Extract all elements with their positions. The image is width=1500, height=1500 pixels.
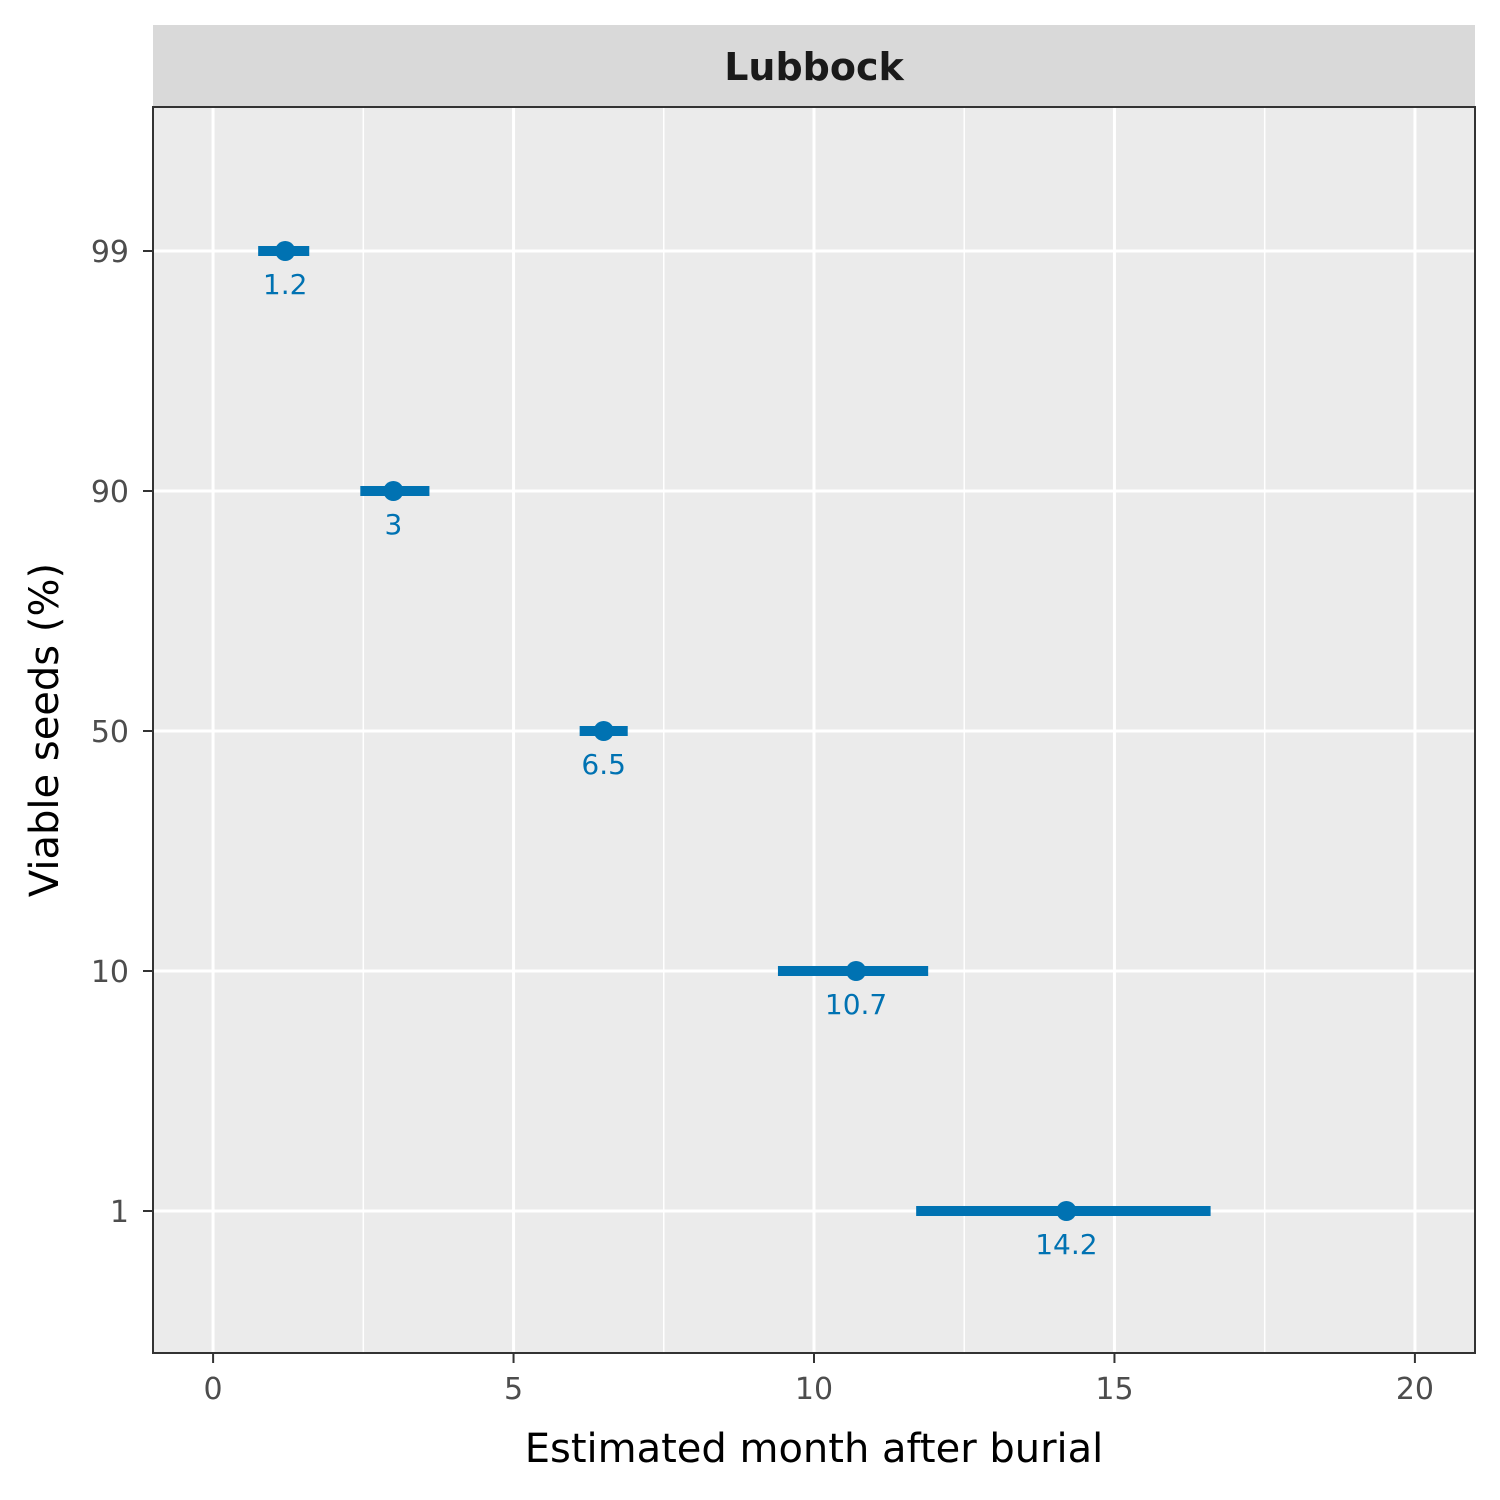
y-tick-label: 50 [91, 715, 129, 750]
y-tick-label: 90 [91, 475, 129, 510]
y-tick-label: 10 [91, 955, 129, 990]
x-axis: 0 5 10 15 20 [204, 1353, 1434, 1407]
facet-strip [153, 25, 1475, 107]
y-axis: 99 90 50 10 1 [91, 235, 153, 1230]
x-tick-label: 20 [1396, 1372, 1434, 1407]
y-tick-label: 1 [110, 1195, 129, 1230]
estimate-point [593, 721, 614, 741]
y-tick-label: 99 [91, 235, 129, 270]
x-axis-title: Estimated month after burial [525, 1426, 1104, 1472]
major-gridlines [153, 107, 1475, 1353]
estimate-point [383, 481, 404, 501]
facet-strip-label: Lubbock [724, 45, 904, 89]
x-tick-label: 0 [204, 1372, 223, 1407]
data-label: 6.5 [581, 748, 626, 781]
x-tick-label: 15 [1095, 1372, 1133, 1407]
x-tick-label: 5 [504, 1372, 523, 1407]
data-label: 3 [384, 508, 402, 541]
data-label: 14.2 [1035, 1228, 1097, 1261]
estimate-point [1056, 1201, 1077, 1221]
estimate-point [846, 961, 867, 981]
data-marks: 1.2 3 6.5 10.7 14.2 [258, 241, 1211, 1261]
x-tick-label: 10 [795, 1372, 833, 1407]
data-label: 10.7 [825, 988, 887, 1021]
y-axis-title: Viable seeds (%) [22, 563, 68, 897]
data-label: 1.2 [263, 268, 308, 301]
estimate-point [275, 241, 296, 261]
